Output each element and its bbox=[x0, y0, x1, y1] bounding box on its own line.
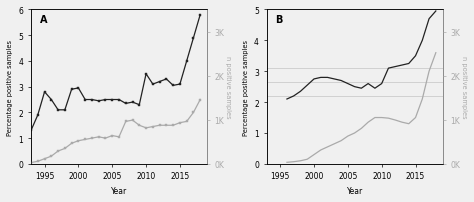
Text: B: B bbox=[275, 15, 283, 25]
Text: A: A bbox=[40, 15, 47, 25]
Y-axis label: Percentage positive samples: Percentage positive samples bbox=[243, 39, 248, 135]
X-axis label: Year: Year bbox=[111, 186, 127, 195]
Y-axis label: Percentage positive samples: Percentage positive samples bbox=[7, 39, 13, 135]
X-axis label: Year: Year bbox=[346, 186, 363, 195]
Y-axis label: n positive samples: n positive samples bbox=[226, 56, 231, 118]
Y-axis label: n positive samples: n positive samples bbox=[461, 56, 467, 118]
